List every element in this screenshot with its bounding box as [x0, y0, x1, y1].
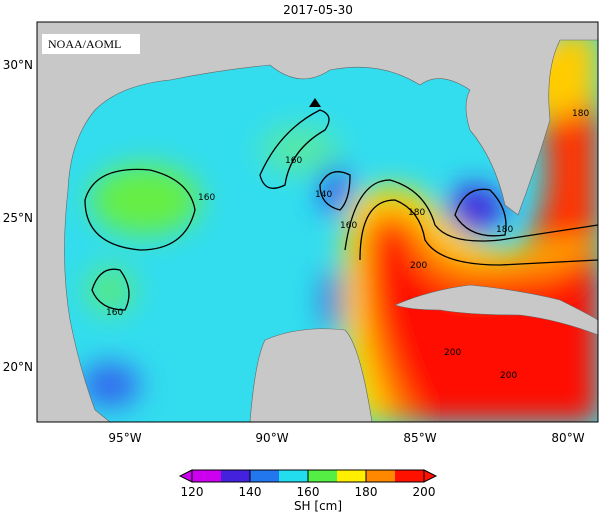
contour-label: 160 [106, 308, 123, 318]
colorbar: 120 140 160 180 200 [178, 469, 438, 499]
contours [84, 109, 598, 311]
colorbar-segment [221, 470, 251, 482]
lat-label: 30°N [3, 58, 33, 72]
contour-label: 140 [315, 190, 332, 200]
lon-label: 80°W [551, 431, 584, 445]
contour-label: 200 [444, 348, 461, 358]
credit: NOAA/AOML [48, 37, 121, 51]
colorbar-tick-label: 160 [297, 485, 320, 499]
contour-label: 180 [496, 225, 513, 235]
credit-box [42, 34, 140, 54]
colorbar-tick-label: 180 [355, 485, 378, 499]
colorbar-segment [250, 470, 280, 482]
colorbar-segment [366, 470, 396, 482]
contour-label: 160 [285, 156, 302, 166]
colorbar-arrow [178, 469, 193, 483]
colorbar-segment [337, 470, 367, 482]
contour-label: 180 [572, 109, 589, 119]
map [37, 22, 598, 422]
lat-label: 25°N [3, 211, 33, 225]
marker [309, 98, 321, 107]
lon-label: 95°W [108, 431, 141, 445]
colorbar-segment [395, 470, 425, 482]
contour-label: 200 [410, 261, 427, 271]
lon-axis: 95°W 90°W 85°W 80°W [108, 431, 584, 445]
colorbar-label: SH [cm] [294, 499, 342, 513]
colorbar-tick-label: 120 [181, 485, 204, 499]
lat-label: 20°N [3, 360, 33, 374]
colorbar-segment [279, 470, 309, 482]
colorbar-tick-label: 200 [413, 485, 436, 499]
colorbar-arrow [423, 469, 438, 483]
contour-labels: 160 160 160 140 160 180 180 200 200 200 … [106, 109, 589, 381]
lon-label: 85°W [403, 431, 436, 445]
frame [36, 21, 599, 423]
lat-axis: 30°N 25°N 20°N [3, 58, 33, 374]
contour-label: 160 [340, 221, 357, 231]
colorbar-segment [192, 470, 222, 482]
title: 2017-05-30 [283, 3, 353, 17]
colorbar-tick-label: 140 [239, 485, 262, 499]
contour-label: 160 [198, 193, 215, 203]
contour-label: 200 [500, 371, 517, 381]
lon-label: 90°W [255, 431, 288, 445]
contour-label: 180 [408, 208, 425, 218]
land [37, 22, 598, 422]
colorbar-segment [308, 470, 338, 482]
